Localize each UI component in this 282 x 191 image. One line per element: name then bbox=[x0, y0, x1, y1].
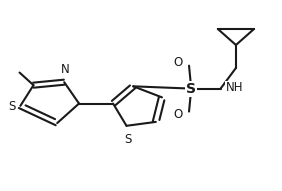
Text: O: O bbox=[174, 56, 183, 69]
Text: S: S bbox=[8, 100, 15, 113]
Text: O: O bbox=[174, 108, 183, 121]
Text: N: N bbox=[60, 62, 69, 75]
Text: N: N bbox=[13, 57, 22, 70]
Text: S: S bbox=[186, 82, 196, 96]
Text: N: N bbox=[60, 63, 69, 76]
Text: NH: NH bbox=[226, 81, 243, 94]
Text: S: S bbox=[124, 133, 132, 146]
